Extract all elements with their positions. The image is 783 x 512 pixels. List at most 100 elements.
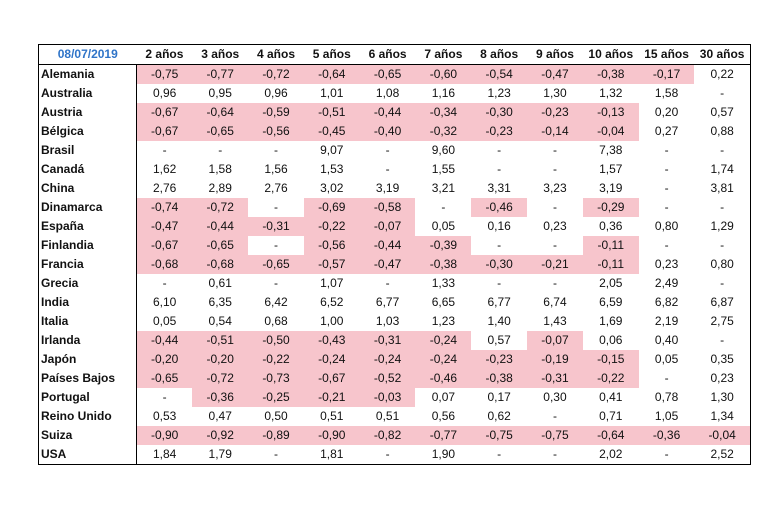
country-name: Suiza: [38, 426, 137, 445]
country-name: Alemania: [38, 64, 137, 84]
yield-cell: -0,45: [303, 122, 360, 141]
yield-cell: 1,30: [694, 388, 751, 407]
yield-cell: 0,51: [320, 409, 344, 423]
yield-cell: -: [552, 143, 557, 157]
yield-cell: -0,75: [471, 426, 528, 445]
yield-cell: -: [273, 238, 278, 252]
yield-cell: 6,74: [543, 295, 567, 309]
yield-cell: -0,72: [248, 64, 304, 84]
yield-cell: -0,68: [192, 255, 249, 274]
yield-cell: -: [552, 238, 557, 252]
yield-cell: -0,68: [136, 255, 193, 274]
yield-cell: -: [638, 445, 695, 465]
yield-cell: 1,34: [694, 407, 751, 426]
yield-cell: -: [552, 409, 557, 423]
yield-cell: -0,24: [303, 350, 360, 369]
maturity-header: 3 años: [192, 44, 249, 65]
yield-cell: -0,50: [248, 331, 304, 350]
yield-cell: -0,51: [303, 103, 360, 122]
yield-cell: 1,40: [487, 314, 511, 328]
yield-cell: 1,90: [415, 445, 472, 465]
yield-cell: -0,39: [415, 236, 472, 255]
yield-cell: -: [162, 276, 167, 290]
country-name: Dinamarca: [38, 198, 137, 217]
yield-cell: 9,60: [431, 143, 456, 157]
yield-cell: -: [694, 274, 751, 293]
yield-cell: 0,17: [487, 390, 511, 404]
yield-cell: -0,52: [359, 369, 416, 388]
yield-cell: -: [497, 143, 502, 157]
yield-cell: -0,67: [136, 236, 193, 255]
yield-cell: -: [385, 162, 390, 176]
yield-cell: -0,22: [303, 217, 360, 236]
yield-cell: -0,67: [136, 122, 193, 141]
yield-cell: 0,53: [152, 409, 177, 423]
yield-cell: -0,65: [359, 64, 416, 84]
yield-cell: 0,36: [599, 219, 623, 233]
yield-cell: -0,38: [415, 255, 472, 274]
yield-cell: -0,11: [582, 255, 639, 274]
yield-cell: -0,24: [415, 331, 472, 350]
yield-cell: -: [497, 238, 502, 252]
yield-cell: -: [664, 162, 669, 176]
table-row: Bélgica -0,67 -0,65 -0,56 -0,45 -0,40 -0,32 -0,…: [38, 122, 751, 141]
yield-cell: -: [664, 181, 669, 195]
yield-cell: -0,64: [303, 64, 360, 84]
yield-cell: -: [162, 390, 167, 404]
yield-cell: -: [694, 141, 751, 160]
yield-cell: 1,07: [320, 276, 344, 290]
yield-cell: -0,77: [415, 426, 472, 445]
yield-cell: -0,65: [192, 236, 249, 255]
table-row: Italia 0,05 0,54 0,68 1,00 1,03 1,23 1,40 1,43 1,…: [38, 312, 751, 331]
yield-cell: -0,19: [527, 350, 583, 369]
yield-cell: 2,52: [694, 445, 751, 465]
yield-cell: -: [385, 276, 390, 290]
country-name: Italia: [38, 312, 137, 331]
yield-cell: 0,41: [599, 390, 623, 404]
table-row: Grecia - 0,61 - 1,07 - 1,33 - - 2,05 2,49 -: [38, 274, 751, 293]
table-row: España -0,47 -0,44 -0,31 -0,22 -0,07 0,05 0,16 0…: [38, 217, 751, 236]
yield-cell: -0,46: [415, 369, 472, 388]
country-name: China: [38, 179, 137, 198]
yield-cell: -: [664, 238, 669, 252]
yield-cell: 3,31: [487, 181, 511, 195]
yield-cell: -0,67: [303, 369, 360, 388]
yield-cell: 1,84: [136, 445, 193, 465]
yield-cell: -: [694, 198, 751, 217]
table-row: Canadá 1,62 1,58 1,56 1,53 - 1,55 - - 1,57 - 1,74: [38, 160, 751, 179]
yield-cell: -0,25: [248, 388, 304, 407]
yield-cell: 0,61: [208, 276, 232, 290]
maturity-header: 30 años: [694, 44, 751, 65]
country-name: Finlandia: [38, 236, 137, 255]
country-name: Portugal: [38, 388, 137, 407]
yield-cell: -0,51: [192, 331, 249, 350]
yield-cell: 0,47: [208, 409, 232, 423]
yield-cell: 0,05: [654, 352, 679, 366]
yield-cell: 7,38: [599, 143, 623, 157]
maturity-header: 2 años: [136, 44, 193, 65]
table-header: 08/07/2019 2 años 3 años 4 años 5 años 6 año…: [38, 44, 751, 65]
maturity-header: 8 años: [471, 44, 528, 65]
yield-cell: 0,80: [654, 219, 679, 233]
country-name: USA: [38, 445, 137, 465]
yield-cell: -0,04: [582, 122, 639, 141]
maturity-header: 10 años: [582, 44, 639, 65]
yield-cell: 2,76: [264, 181, 288, 195]
yield-cell: 6,87: [694, 293, 751, 312]
yield-cell: 0,05: [152, 314, 177, 328]
yield-cell: 1,01: [320, 86, 344, 100]
yield-cell: -0,30: [471, 103, 528, 122]
country-name: Irlanda: [38, 331, 137, 350]
table-body: Alemania -0,75 -0,77 -0,72 -0,64 -0,65 -0,60 -0…: [38, 64, 751, 465]
yield-cell: -0,44: [192, 217, 249, 236]
yield-cell: -0,59: [248, 103, 304, 122]
yield-cell: 0,23: [543, 219, 567, 233]
yield-cell: -0,72: [192, 198, 249, 217]
yield-cell: 6,65: [431, 295, 456, 309]
yield-cell: -0,13: [582, 103, 639, 122]
table-row: Francia -0,68 -0,68 -0,65 -0,57 -0,47 -0,38 -0,…: [38, 255, 751, 274]
yield-cell: 1,55: [431, 162, 456, 176]
country-name: Bélgica: [38, 122, 137, 141]
yield-cell: -0,44: [359, 103, 416, 122]
yield-cell: -0,67: [136, 103, 193, 122]
